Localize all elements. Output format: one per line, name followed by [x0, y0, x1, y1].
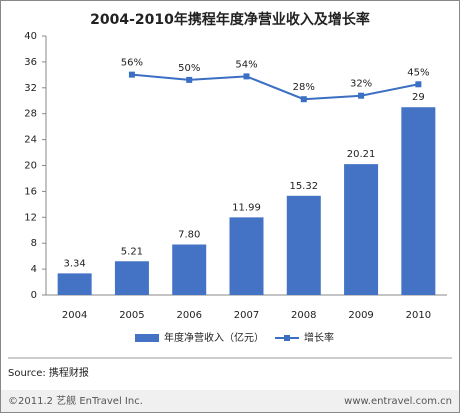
data-label: 45% — [407, 67, 429, 78]
y-tick-label: 28 — [24, 109, 37, 120]
legend-swatch — [135, 334, 159, 342]
data-label: 29 — [412, 92, 425, 103]
y-tick-label: 12 — [24, 212, 37, 223]
data-label: 20.21 — [347, 149, 376, 160]
bar — [344, 164, 379, 295]
data-label: 32% — [350, 79, 372, 90]
marker — [186, 76, 193, 83]
marker — [243, 73, 250, 80]
bar — [229, 217, 264, 295]
data-label: 50% — [178, 63, 200, 74]
x-tick-label: 2010 — [406, 310, 431, 321]
x-tick-label: 2006 — [176, 310, 201, 321]
bar — [114, 261, 149, 295]
y-tick-label: 16 — [24, 186, 37, 197]
data-label: 56% — [121, 58, 143, 69]
marker — [358, 92, 365, 99]
marker — [300, 96, 307, 103]
line — [131, 73, 419, 101]
source: Source: 携程财报 — [8, 366, 89, 379]
x-tick-label: 2004 — [62, 310, 87, 321]
x-tick-label: 2007 — [234, 310, 259, 321]
website: www.entravel.com.cn — [344, 396, 452, 407]
data-label: 7.80 — [178, 229, 200, 240]
bar — [286, 195, 321, 295]
bar — [401, 107, 436, 295]
data-label: 5.21 — [121, 246, 143, 257]
y-tick-label: 8 — [31, 238, 37, 249]
y-tick-label: 32 — [24, 83, 37, 94]
data-label: 54% — [235, 59, 257, 70]
y-tick-label: 0 — [31, 290, 37, 301]
footer-bg — [1, 390, 459, 412]
copyright: ©2011.2 艺舰 EnTravel Inc. — [8, 394, 143, 407]
legend-label: 年度净营收入（亿元） — [164, 331, 264, 344]
y-tick-label: 24 — [24, 135, 37, 146]
x-tick-label: 2005 — [119, 310, 144, 321]
marker — [128, 71, 135, 78]
marker — [415, 81, 422, 88]
data-label: 11.99 — [232, 202, 261, 213]
chart-title: 2004-2010年携程年度净营业收入及增长率 — [90, 11, 370, 28]
y-tick-label: 4 — [31, 264, 37, 275]
x-tick-label: 2009 — [348, 310, 373, 321]
x-tick-label: 2008 — [291, 310, 316, 321]
legend-marker — [284, 335, 290, 341]
data-label: 3.34 — [64, 258, 86, 269]
data-label: 15.32 — [289, 181, 318, 192]
y-tick-label: 40 — [24, 31, 37, 42]
legend-label: 增长率 — [304, 331, 334, 344]
y-tick-label: 36 — [24, 57, 37, 68]
y-tick-label: 20 — [24, 161, 37, 172]
bar — [57, 273, 92, 295]
data-label: 28% — [293, 82, 315, 93]
bar — [172, 244, 207, 295]
